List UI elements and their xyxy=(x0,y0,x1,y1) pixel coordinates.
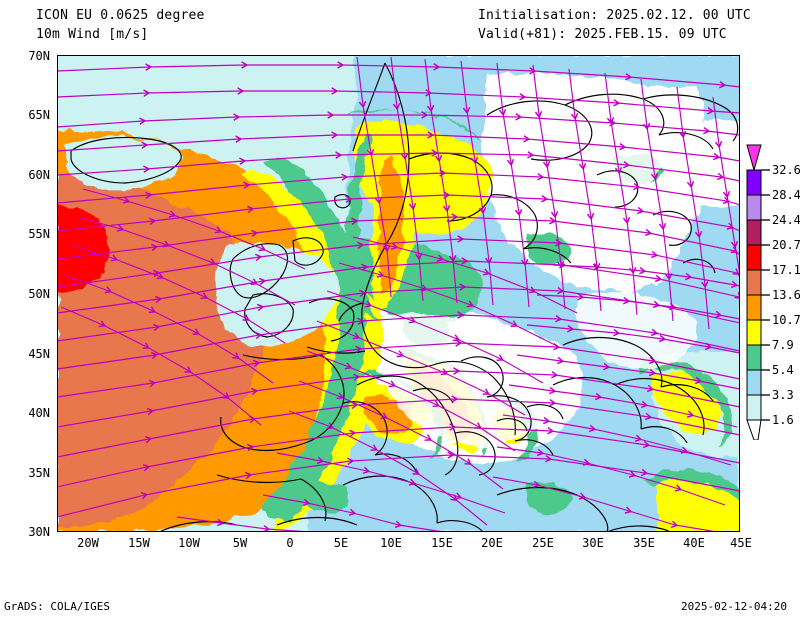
y-tick-0: 70N xyxy=(28,49,50,63)
colorbar-bands xyxy=(746,144,762,440)
x-tick-13: 45E xyxy=(730,536,752,550)
colorbar-ticks xyxy=(761,169,770,421)
colorbar-label-17_1: 17.1 xyxy=(772,263,800,277)
x-tick-4: 0 xyxy=(286,536,294,550)
y-tick-7: 35N xyxy=(28,466,50,480)
colorbar-label-24_4: 24.4 xyxy=(772,213,800,227)
y-tick-3: 55N xyxy=(28,227,50,241)
y-tick-2: 60N xyxy=(28,168,50,182)
x-tick-5: 5E xyxy=(333,536,349,550)
field-title: 10m Wind [m/s] xyxy=(36,27,149,42)
colorbar-label-20_7: 20.7 xyxy=(772,238,800,252)
x-tick-12: 40E xyxy=(683,536,705,550)
y-tick-6: 40N xyxy=(28,406,50,420)
wind-streamlines xyxy=(57,56,740,532)
x-tick-1: 15W xyxy=(128,536,150,550)
model-title: ICON EU 0.0625 degree xyxy=(36,8,205,23)
x-tick-11: 35E xyxy=(633,536,655,550)
colorbar-label-3_3: 3.3 xyxy=(772,388,794,402)
x-tick-10: 30E xyxy=(582,536,604,550)
colorbar-label-10_7: 10.7 xyxy=(772,313,800,327)
weather-map-plot xyxy=(57,55,740,532)
x-tick-9: 25E xyxy=(532,536,554,550)
map-canvas xyxy=(57,55,740,532)
y-tick-5: 45N xyxy=(28,347,50,361)
wind-speed-field xyxy=(57,55,740,532)
colorbar xyxy=(746,144,770,440)
x-tick-8: 20E xyxy=(481,536,503,550)
initialisation-text: Initialisation: 2025.02.12. 00 UTC xyxy=(478,8,751,23)
y-tick-1: 65N xyxy=(28,108,50,122)
footer-timestamp: 2025-02-12-04:20 xyxy=(681,600,787,613)
x-tick-6: 10E xyxy=(380,536,402,550)
x-tick-7: 15E xyxy=(431,536,453,550)
colorbar-label-32_6: 32.6 xyxy=(772,163,800,177)
valid-time-text: Valid(+81): 2025.FEB.15. 09 UTC xyxy=(478,27,727,42)
y-tick-4: 50N xyxy=(28,287,50,301)
colorbar-label-7_9: 7.9 xyxy=(772,338,794,352)
x-tick-2: 10W xyxy=(178,536,200,550)
y-tick-8: 30N xyxy=(28,525,50,539)
colorbar-label-13_6: 13.6 xyxy=(772,288,800,302)
colorbar-label-1_6: 1.6 xyxy=(772,413,794,427)
colorbar-label-28_4: 28.4 xyxy=(772,188,800,202)
colorbar-label-5_4: 5.4 xyxy=(772,363,794,377)
footer-credit: GrADS: COLA/IGES xyxy=(4,600,110,613)
x-tick-0: 20W xyxy=(77,536,99,550)
x-tick-3: 5W xyxy=(232,536,248,550)
